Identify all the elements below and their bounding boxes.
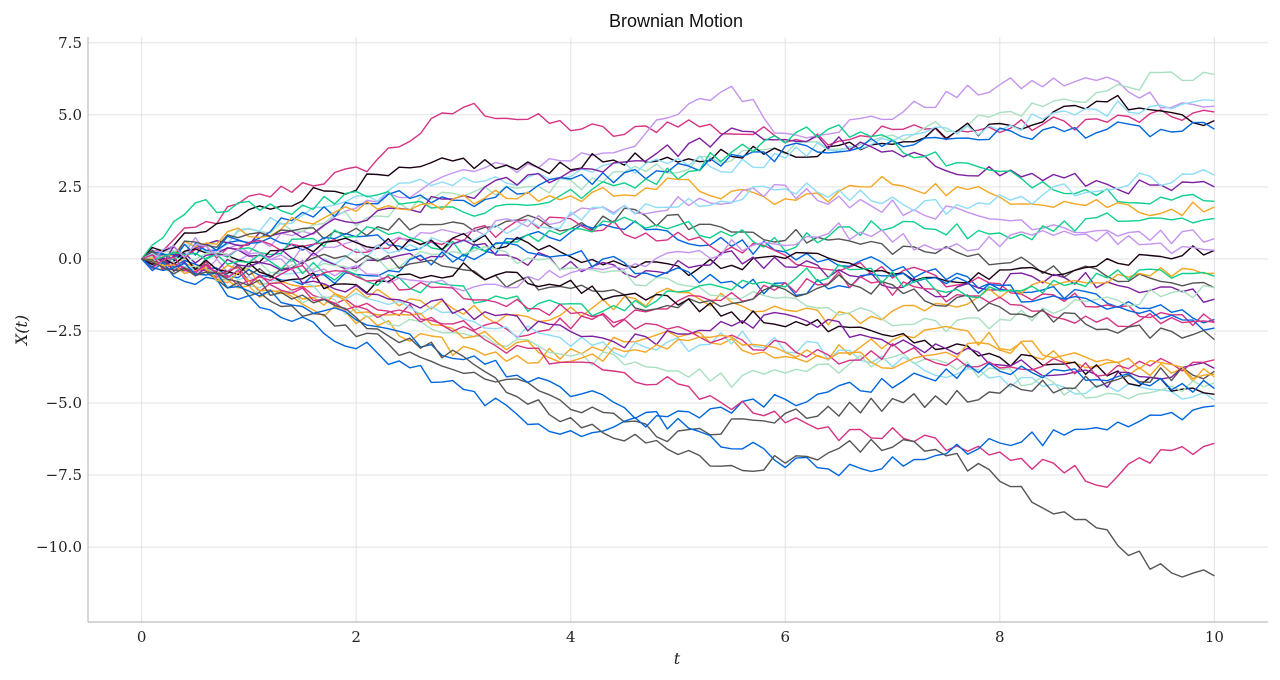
x-tick-label: 8	[995, 628, 1005, 646]
series-line	[141, 256, 1215, 488]
series-line	[141, 256, 1215, 388]
series-lines	[141, 71, 1215, 578]
x-tick-label: 0	[137, 628, 147, 646]
series-line	[141, 121, 1215, 261]
y-tick-labels: 7.5 5.0 2.5 0.0 −2.5 −5.0 −7.5 −10.0	[36, 34, 82, 556]
chart-title: Brownian Motion	[609, 11, 743, 31]
series-line	[141, 258, 1215, 438]
series-line	[141, 258, 1215, 380]
series-line	[141, 99, 1215, 263]
y-tick-label: 2.5	[58, 178, 82, 196]
y-axis-label: X(t)	[12, 315, 31, 347]
series-line	[141, 255, 1215, 395]
series-line	[141, 252, 1215, 401]
y-tick-label: 0.0	[58, 250, 82, 268]
grid-lines	[88, 37, 1268, 622]
series-line	[141, 254, 1215, 377]
series-line	[141, 258, 1215, 477]
series-line	[141, 94, 1215, 260]
series-line	[141, 71, 1215, 260]
series-line	[141, 127, 1215, 264]
y-tick-label: −10.0	[36, 538, 82, 556]
series-line	[141, 76, 1215, 260]
series-line	[141, 258, 1215, 578]
series-line	[141, 169, 1215, 285]
y-tick-label: −5.0	[46, 394, 82, 412]
series-line	[141, 102, 1215, 260]
series-line	[141, 232, 1215, 284]
series-line	[141, 255, 1215, 400]
x-axis-label: t	[674, 649, 681, 668]
y-tick-label: −7.5	[46, 466, 82, 484]
series-line	[141, 258, 1215, 382]
x-tick-label: 2	[351, 628, 361, 646]
y-tick-label: 7.5	[58, 34, 82, 52]
series-line	[141, 222, 1215, 292]
x-tick-labels: 0 2 4 6 8 10	[137, 628, 1224, 646]
x-tick-label: 6	[780, 628, 790, 646]
series-line	[141, 246, 1215, 333]
series-line	[141, 251, 1215, 341]
series-line	[141, 239, 1215, 303]
series-line	[141, 175, 1215, 260]
x-tick-label: 4	[566, 628, 576, 646]
series-line	[141, 212, 1215, 273]
x-tick-label: 10	[1205, 628, 1224, 646]
series-line	[141, 207, 1215, 289]
y-tick-label: −2.5	[46, 322, 82, 340]
series-line	[141, 220, 1215, 324]
y-tick-label: 5.0	[58, 106, 82, 124]
series-line	[141, 258, 1215, 443]
series-line	[141, 183, 1215, 275]
